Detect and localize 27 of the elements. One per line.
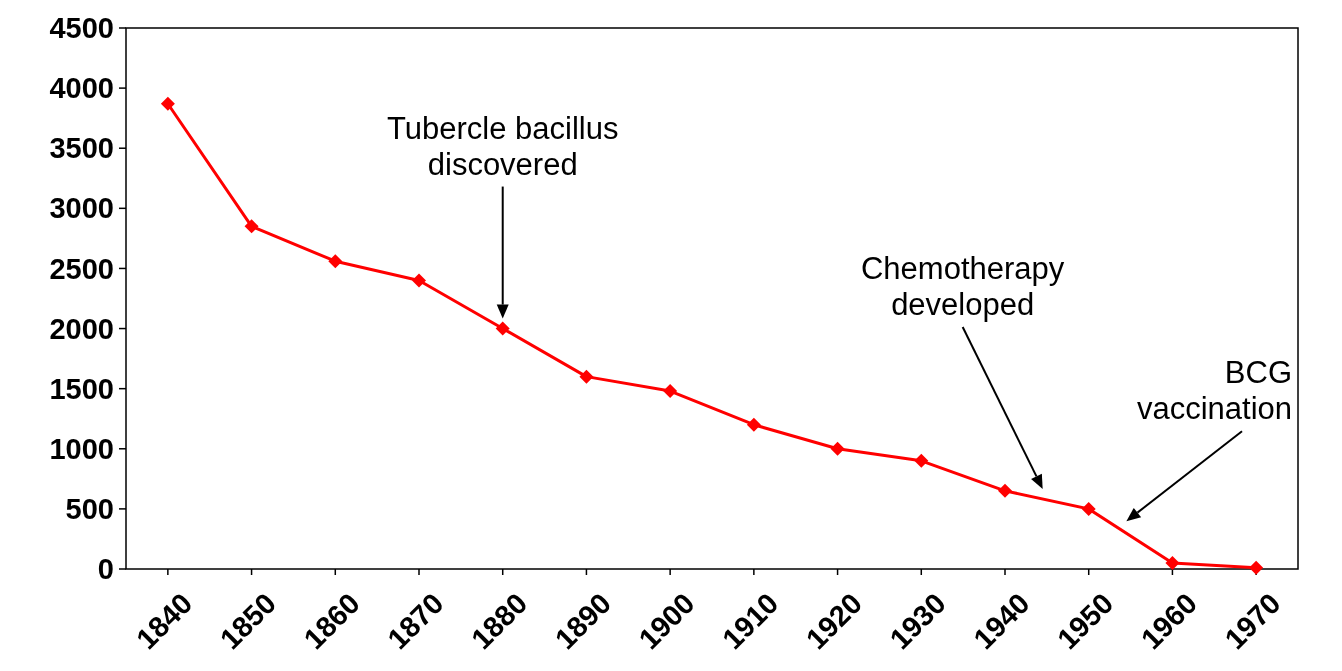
y-tick-label: 4000 bbox=[49, 72, 114, 105]
point bbox=[1165, 555, 1180, 570]
y-tick-label: 1000 bbox=[49, 432, 114, 465]
annotation: Chemotherapy developed bbox=[861, 250, 1065, 322]
y-tick-label: 2000 bbox=[49, 312, 114, 345]
point bbox=[830, 441, 845, 456]
point bbox=[663, 384, 678, 399]
y-tick-label: 1500 bbox=[49, 372, 114, 405]
y-tick-label: 3000 bbox=[49, 192, 114, 225]
y-tick-label: 3500 bbox=[49, 132, 114, 165]
point bbox=[495, 321, 510, 336]
annotation: Tubercle bacillus discovered bbox=[386, 110, 619, 182]
point bbox=[746, 417, 761, 432]
y-tick-label: 4500 bbox=[49, 12, 114, 45]
y-tick-label: 500 bbox=[65, 493, 114, 526]
point bbox=[1081, 501, 1096, 516]
point bbox=[998, 483, 1012, 498]
annotation: BCG vaccination bbox=[1136, 355, 1292, 427]
point bbox=[1249, 560, 1264, 575]
point bbox=[412, 273, 426, 288]
point bbox=[244, 219, 259, 234]
point bbox=[328, 254, 343, 269]
point bbox=[160, 96, 175, 111]
y-tick-label: 0 bbox=[97, 553, 114, 586]
point bbox=[579, 369, 594, 384]
y-tick-label: 2500 bbox=[49, 252, 114, 285]
point bbox=[914, 453, 929, 468]
